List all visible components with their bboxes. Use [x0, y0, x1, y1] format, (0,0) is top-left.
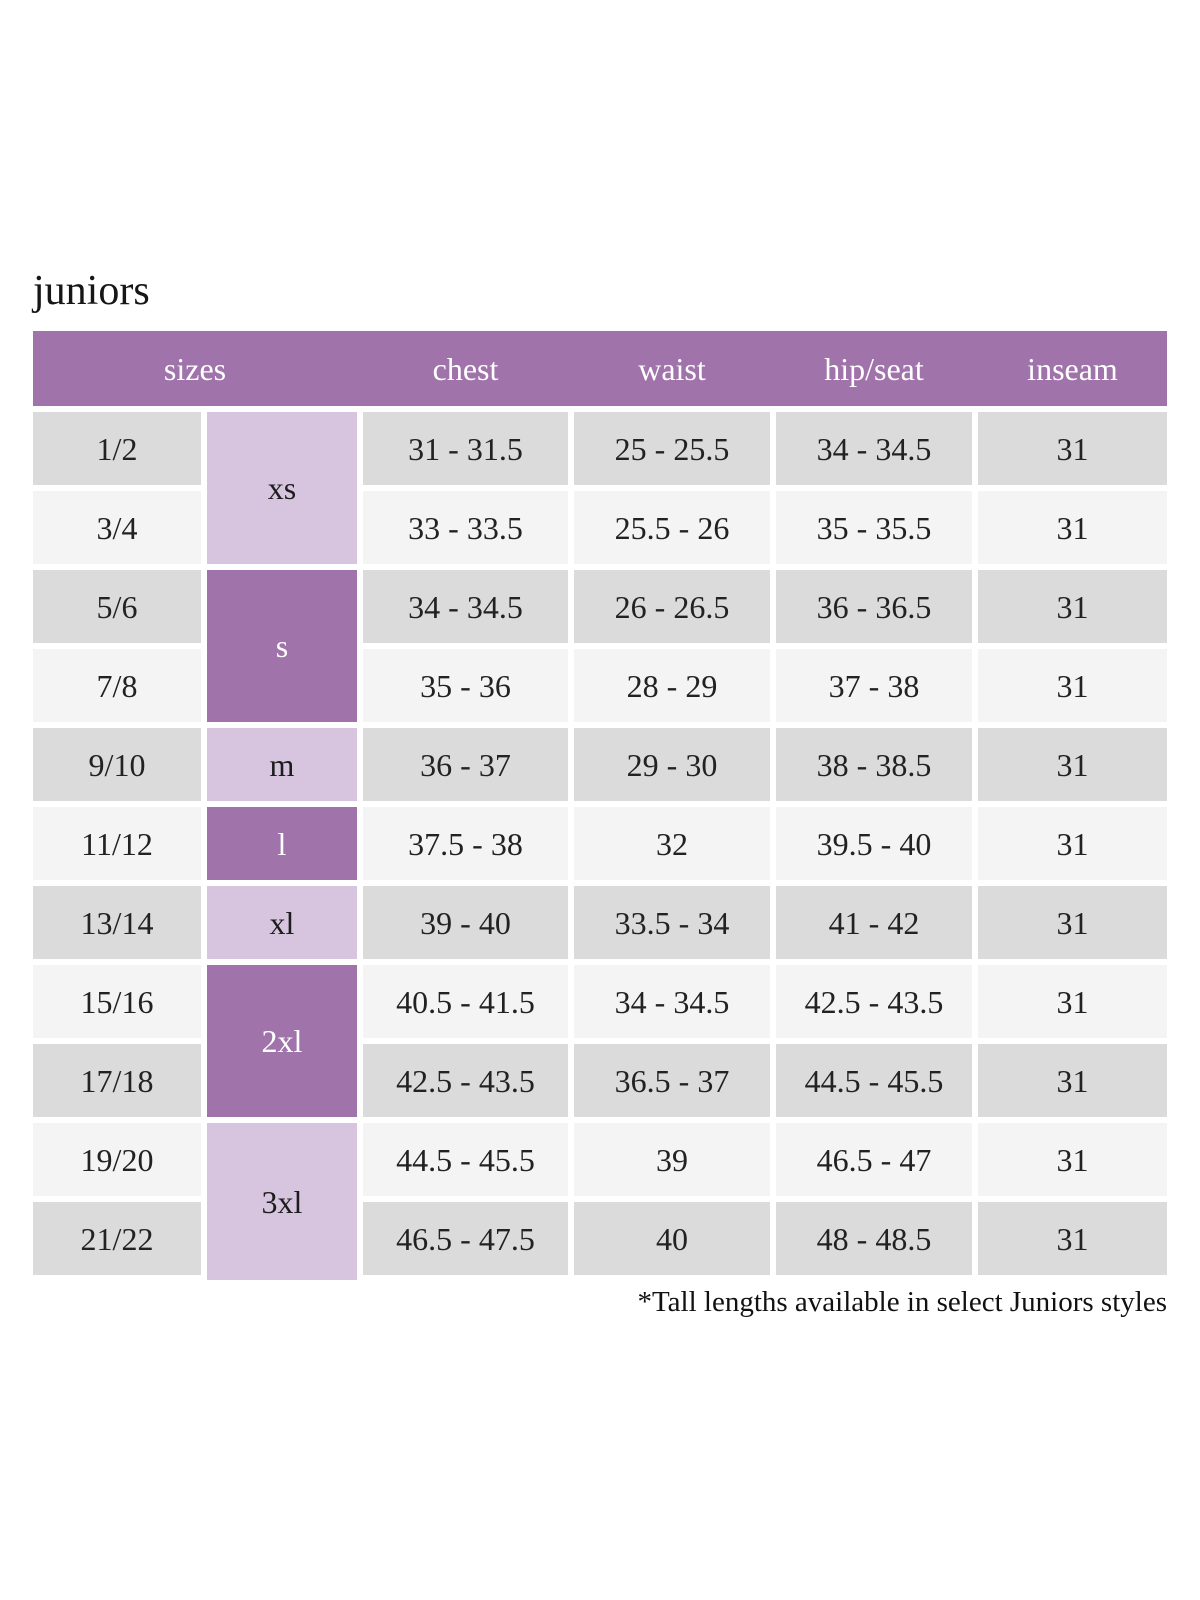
size-number-cell: 13/14	[33, 886, 201, 960]
size-number-cell: 3/4	[33, 491, 201, 565]
inseam-cell: 31	[978, 1044, 1167, 1118]
inseam-cell: 31	[978, 491, 1167, 565]
size-group-xl: xl	[207, 886, 357, 960]
hip-seat-cell: 34 - 34.5	[776, 412, 972, 486]
inseam-cell: 31	[978, 965, 1167, 1039]
waist-cell: 29 - 30	[574, 728, 770, 802]
page-title: juniors	[33, 268, 150, 314]
hip-seat-cell: 35 - 35.5	[776, 491, 972, 565]
waist-cell: 33.5 - 34	[574, 886, 770, 960]
chest-cell: 34 - 34.5	[363, 570, 568, 644]
size-group-3xl: 3xl	[207, 1123, 357, 1281]
hip-seat-cell: 36 - 36.5	[776, 570, 972, 644]
chest-cell: 39 - 40	[363, 886, 568, 960]
hip-seat-cell: 39.5 - 40	[776, 807, 972, 881]
chest-cell: 40.5 - 41.5	[363, 965, 568, 1039]
size-number-cell: 19/20	[33, 1123, 201, 1197]
chest-cell: 36 - 37	[363, 728, 568, 802]
chest-cell: 46.5 - 47.5	[363, 1202, 568, 1276]
inseam-cell: 31	[978, 1123, 1167, 1197]
header-waist: waist	[638, 350, 706, 387]
size-group-m: m	[207, 728, 357, 802]
chest-cell: 37.5 - 38	[363, 807, 568, 881]
waist-cell: 36.5 - 37	[574, 1044, 770, 1118]
chest-cell: 33 - 33.5	[363, 491, 568, 565]
header-hip-seat: hip/seat	[824, 350, 924, 387]
hip-seat-cell: 37 - 38	[776, 649, 972, 723]
inseam-cell: 31	[978, 649, 1167, 723]
hip-seat-cell: 38 - 38.5	[776, 728, 972, 802]
inseam-cell: 31	[978, 807, 1167, 881]
table-header-row: sizes chest waist hip/seat inseam	[33, 331, 1167, 407]
size-group-xs: xs	[207, 412, 357, 565]
table-header-grid: sizes chest waist hip/seat inseam	[33, 331, 1167, 406]
waist-cell: 26 - 26.5	[574, 570, 770, 644]
header-sizes: sizes	[163, 350, 227, 387]
size-group-l: l	[207, 807, 357, 881]
hip-seat-cell: 41 - 42	[776, 886, 972, 960]
hip-seat-cell: 48 - 48.5	[776, 1202, 972, 1276]
content-area: juniors sizes chest waist hip/seat insea…	[33, 268, 1167, 1319]
header-chest: chest	[432, 350, 499, 387]
size-number-cell: 15/16	[33, 965, 201, 1039]
hip-seat-cell: 44.5 - 45.5	[776, 1044, 972, 1118]
waist-cell: 25 - 25.5	[574, 412, 770, 486]
inseam-cell: 31	[978, 570, 1167, 644]
waist-cell: 40	[574, 1202, 770, 1276]
size-number-cell: 11/12	[33, 807, 201, 881]
inseam-cell: 31	[978, 412, 1167, 486]
chest-cell: 35 - 36	[363, 649, 568, 723]
hip-seat-cell: 46.5 - 47	[776, 1123, 972, 1197]
chest-cell: 44.5 - 45.5	[363, 1123, 568, 1197]
chest-cell: 31 - 31.5	[363, 412, 568, 486]
inseam-cell: 31	[978, 886, 1167, 960]
tall-lengths-footnote: *Tall lengths available in select Junior…	[637, 1286, 1167, 1319]
waist-cell: 39	[574, 1123, 770, 1197]
hip-seat-cell: 42.5 - 43.5	[776, 965, 972, 1039]
size-number-cell: 21/22	[33, 1202, 201, 1276]
inseam-cell: 31	[978, 1202, 1167, 1276]
size-number-cell: 9/10	[33, 728, 201, 802]
waist-cell: 32	[574, 807, 770, 881]
waist-cell: 34 - 34.5	[574, 965, 770, 1039]
size-number-cell: 7/8	[33, 649, 201, 723]
chest-cell: 42.5 - 43.5	[363, 1044, 568, 1118]
size-number-cell: 5/6	[33, 570, 201, 644]
waist-cell: 25.5 - 26	[574, 491, 770, 565]
waist-cell: 28 - 29	[574, 649, 770, 723]
size-group-s: s	[207, 570, 357, 723]
header-inseam: inseam	[1027, 350, 1118, 387]
size-number-cell: 1/2	[33, 412, 201, 486]
size-number-cell: 17/18	[33, 1044, 201, 1118]
juniors-size-chart-table: sizes chest waist hip/seat inseam 1/2 31 …	[33, 331, 1167, 1281]
size-group-2xl: 2xl	[207, 965, 357, 1118]
inseam-cell: 31	[978, 728, 1167, 802]
